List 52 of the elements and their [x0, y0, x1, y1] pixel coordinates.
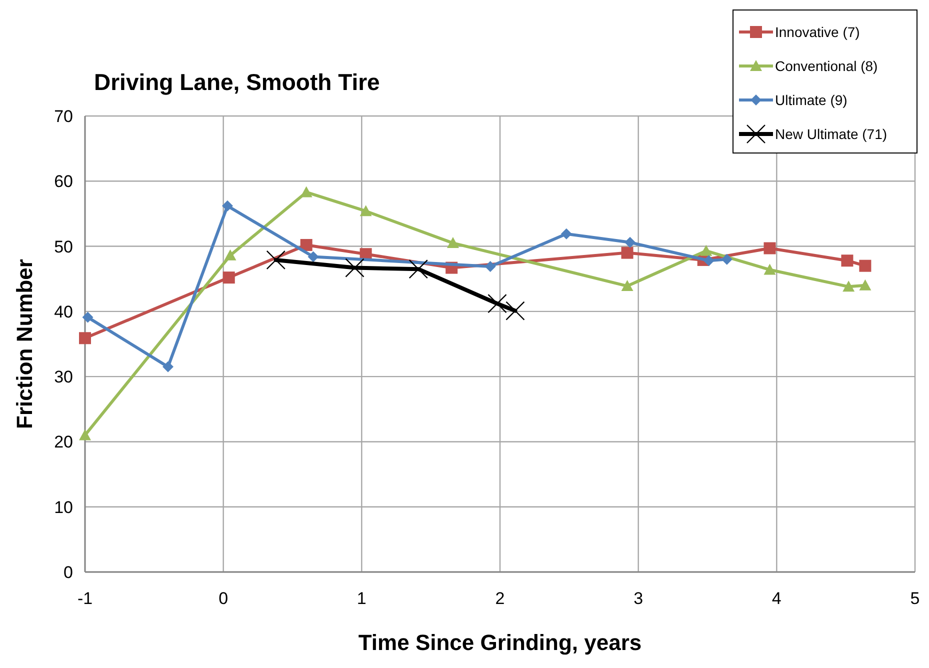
point [82, 312, 94, 323]
x-tick-label: 3 [634, 589, 644, 608]
legend-label: Conventional (8) [775, 58, 878, 74]
y-tick-label: 0 [64, 563, 73, 582]
point [621, 246, 634, 259]
point [446, 237, 459, 248]
point [79, 332, 91, 344]
point [222, 272, 235, 284]
point [408, 259, 428, 279]
point [842, 280, 855, 292]
legend-label: Innovative (7) [775, 24, 860, 40]
point [859, 260, 872, 272]
legend-label: Ultimate (9) [775, 92, 848, 108]
point [506, 301, 525, 320]
y-tick-label: 50 [54, 237, 73, 256]
y-tick-label: 20 [54, 432, 73, 452]
point [488, 294, 507, 314]
y-tick-label: 10 [54, 498, 73, 517]
point [360, 205, 372, 216]
y-tick-label: 30 [54, 368, 73, 387]
point [703, 255, 714, 266]
point [764, 264, 776, 275]
legend-label: New Ultimate (71) [775, 126, 888, 142]
point [222, 200, 233, 212]
point [79, 429, 91, 440]
x-tick-label: 5 [910, 589, 920, 608]
point [266, 250, 286, 270]
point [621, 280, 634, 292]
y-axis-title: Friction Number [12, 258, 37, 429]
x-tick-label: 4 [772, 589, 782, 608]
point [224, 249, 236, 260]
point [700, 244, 712, 256]
y-tick-label: 40 [54, 302, 73, 322]
point [484, 260, 496, 272]
x-tick-label: -1 [77, 589, 93, 608]
x-tick-label: 2 [495, 589, 505, 608]
point [764, 242, 776, 254]
y-tick-label: 70 [54, 107, 73, 126]
point [624, 236, 636, 248]
point [560, 228, 572, 240]
point [345, 258, 364, 278]
y-tick-label: 60 [54, 172, 73, 192]
point [841, 254, 854, 267]
point [308, 251, 319, 262]
point [859, 279, 872, 290]
chart-title: Driving Lane, Smooth Tire [94, 69, 380, 95]
point [300, 238, 312, 251]
point [162, 361, 174, 372]
x-tick-label: 0 [218, 589, 228, 608]
x-tick-label: 1 [356, 589, 366, 608]
point [721, 254, 732, 265]
x-axis-title: Time Since Grinding, years [358, 630, 642, 655]
